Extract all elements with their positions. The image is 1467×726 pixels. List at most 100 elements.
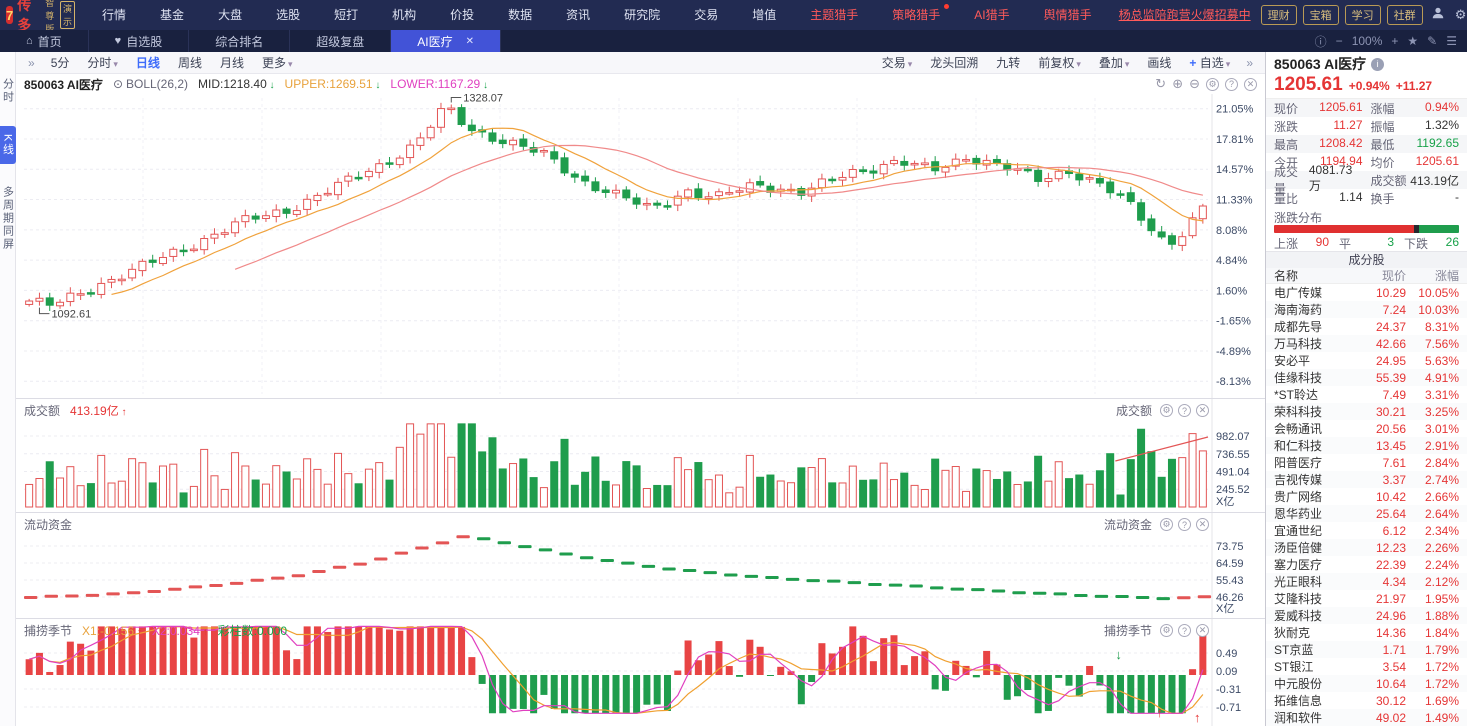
zoom-out-icon[interactable]: ⊖ — [1189, 76, 1200, 91]
tool-button-叠加[interactable]: 叠加 ▾ — [1098, 56, 1130, 70]
stock-row-中元股份[interactable]: 中元股份 10.64 1.72% — [1266, 675, 1467, 692]
fund-flow-panel[interactable]: 流动资金 流动资金 ⚙ ? ✕ 73.75 64.59 55.43 46.26 X亿 — [16, 512, 1265, 619]
stock-row-艾隆科技[interactable]: 艾隆科技 21.97 1.95% — [1266, 590, 1467, 607]
stock-row-狄耐克[interactable]: 狄耐克 14.36 1.84% — [1266, 624, 1467, 641]
stock-row-拓维信息[interactable]: 拓维信息 30.12 1.69% — [1266, 692, 1467, 709]
menu-item-主题猎手[interactable]: 主题猎手 — [810, 8, 859, 22]
col-change[interactable]: 涨幅 — [1434, 269, 1459, 283]
stock-row-光正眼科[interactable]: 光正眼科 4.34 2.12% — [1266, 573, 1467, 590]
panel-settings-icon[interactable]: ⚙ — [1160, 624, 1173, 637]
menu-item-机构[interactable]: 机构 — [392, 8, 417, 22]
tool-button-更多[interactable]: 更多 ▾ — [261, 56, 293, 70]
tab-自选股[interactable]: ♥ 自选股 — [89, 30, 190, 52]
stock-row-汤臣倍健[interactable]: 汤臣倍健 12.23 2.26% — [1266, 539, 1467, 556]
list-layout-icon[interactable]: ☰ — [1446, 34, 1457, 48]
tool-button-5分[interactable]: 5分 — [50, 56, 70, 70]
zoom-out-button[interactable]: − — [1335, 34, 1343, 48]
stock-row-*ST聆达[interactable]: *ST聆达 7.49 3.31% — [1266, 386, 1467, 403]
stock-row-ST银江[interactable]: ST银江 3.54 1.72% — [1266, 658, 1467, 675]
stock-row-润和软件[interactable]: 润和软件 49.02 1.49% — [1266, 709, 1467, 726]
stock-row-成都先导[interactable]: 成都先导 24.37 8.31% — [1266, 318, 1467, 335]
panel-settings-icon[interactable]: ⚙ — [1206, 77, 1219, 91]
stock-row-电广传媒[interactable]: 电广传媒 10.29 10.05% — [1266, 284, 1467, 301]
tool-button-画线[interactable]: 画线 — [1147, 56, 1172, 70]
tool-button-前复权[interactable]: 前复权 ▾ — [1038, 56, 1081, 70]
tool-button-自选[interactable]: + 自选 ▾ — [1189, 56, 1231, 70]
menu-item-数据[interactable]: 数据 — [508, 8, 533, 22]
edit-pencil-icon[interactable]: ✎ — [1427, 34, 1438, 48]
menu-item-AI猎手[interactable]: AI猎手 — [974, 8, 1010, 22]
menu-item-资讯[interactable]: 资讯 — [566, 8, 591, 22]
panel-help-icon[interactable]: ? — [1178, 518, 1191, 531]
menu-item-基金[interactable]: 基金 — [160, 8, 185, 22]
user-icon[interactable] — [1430, 6, 1446, 24]
stock-row-吉视传媒[interactable]: 吉视传媒 3.37 2.74% — [1266, 471, 1467, 488]
sidebar-item-分时[interactable]: 分时 — [1, 78, 14, 104]
tool-button-九转[interactable]: 九转 — [996, 56, 1021, 70]
main-chart-canvas[interactable]: 21.05% 17.81% 14.57% 11.33% 8.08% 4.84% 1.60% -… — [16, 94, 1265, 398]
stock-row-万马科技[interactable]: 万马科技 42.66 7.56% — [1266, 335, 1467, 352]
stock-row-恩华药业[interactable]: 恩华药业 25.64 2.64% — [1266, 505, 1467, 522]
indicator-selector[interactable]: ⊙ BOLL(26,2) — [112, 77, 189, 91]
panel-help-icon[interactable]: ? — [1225, 77, 1238, 91]
col-name[interactable]: 名称 — [1274, 269, 1299, 283]
promo-link[interactable]: 杨总监陪跑营火爆招募中 — [1118, 8, 1251, 22]
favorite-star-icon[interactable]: ★ — [1407, 34, 1419, 48]
gold-button-社群[interactable]: 社群 — [1386, 5, 1423, 25]
stock-row-海南海药[interactable]: 海南海药 7.24 10.03% — [1266, 301, 1467, 318]
panel-settings-icon[interactable]: ⚙ — [1160, 518, 1173, 531]
stock-row-和仁科技[interactable]: 和仁科技 13.45 2.91% — [1266, 437, 1467, 454]
refresh-icon[interactable]: ↻ — [1155, 76, 1167, 91]
stock-row-宜通世纪[interactable]: 宜通世纪 6.12 2.34% — [1266, 522, 1467, 539]
panel-help-icon[interactable]: ? — [1178, 624, 1191, 637]
info-icon[interactable]: i — [1371, 57, 1385, 71]
panel-help-icon[interactable]: ? — [1178, 404, 1191, 417]
menu-item-策略猎手[interactable]: 策略猎手 — [875, 0, 957, 30]
stock-row-爱威科技[interactable]: 爱威科技 24.96 1.88% — [1266, 607, 1467, 624]
stock-row-安必平[interactable]: 安必平 24.95 5.63% — [1266, 352, 1467, 369]
stock-row-ST京蓝[interactable]: ST京蓝 1.71 1.79% — [1266, 641, 1467, 658]
menu-item-选股[interactable]: 选股 — [276, 8, 301, 22]
stock-row-贵广网络[interactable]: 贵广网络 10.42 2.66% — [1266, 488, 1467, 505]
tool-button-月线[interactable]: 月线 — [219, 56, 244, 70]
tool-button-日线[interactable]: 日线 — [135, 56, 160, 70]
stock-row-荣科科技[interactable]: 荣科科技 30.21 3.25% — [1266, 403, 1467, 420]
season-canvas[interactable]: 0.49 0.09 -0.31 -0.71 ↓ ↑ ↑ — [16, 619, 1265, 726]
gold-button-理财[interactable]: 理财 — [1260, 5, 1297, 25]
sidebar-item-多周期同屏[interactable]: 多周期同屏 — [1, 186, 14, 252]
menu-item-交易[interactable]: 交易 — [694, 8, 719, 22]
sidebar-item-K线[interactable]: K线 — [0, 126, 16, 165]
menu-item-行情[interactable]: 行情 — [102, 8, 127, 22]
expand-chevron-icon[interactable]: » — [1246, 55, 1253, 70]
menu-item-研究院[interactable]: 研究院 — [624, 8, 661, 22]
col-price[interactable]: 现价 — [1381, 269, 1406, 283]
menu-item-大盘[interactable]: 大盘 — [218, 8, 243, 22]
stock-row-阳普医疗[interactable]: 阳普医疗 7.61 2.84% — [1266, 454, 1467, 471]
volume-panel[interactable]: 成交额 413.19亿 ↑ 成交额 ⚙ ? ✕ 982.07 736.55 491.… — [16, 398, 1265, 513]
panel-settings-icon[interactable]: ⚙ — [1160, 404, 1173, 417]
menu-item-增值[interactable]: 增值 — [752, 8, 777, 22]
tool-button-龙头回溯[interactable]: 龙头回溯 — [930, 56, 979, 70]
expand-chevron-icon[interactable]: » — [28, 55, 35, 70]
settings-gear-icon[interactable]: ⚙ — [1454, 7, 1467, 22]
tab-超级复盘[interactable]: 超级复盘 — [290, 30, 392, 52]
gold-button-学习[interactable]: 学习 — [1344, 5, 1381, 25]
menu-item-短打[interactable]: 短打 — [334, 8, 359, 22]
info-icon[interactable]: ⓘ — [1314, 34, 1327, 49]
zoom-in-icon[interactable]: ⊕ — [1172, 76, 1184, 91]
tool-button-交易[interactable]: 交易 ▾ — [881, 56, 913, 70]
tool-button-周线[interactable]: 周线 — [177, 56, 202, 70]
menu-item-舆情猎手[interactable]: 舆情猎手 — [1043, 8, 1092, 22]
menu-item-价投[interactable]: 价投 — [450, 8, 475, 22]
panel-close-icon[interactable]: ✕ — [1196, 404, 1209, 417]
tab-综合排名[interactable]: 综合排名 — [189, 30, 291, 52]
zoom-in-button[interactable]: + — [1391, 34, 1399, 48]
kline-panel[interactable]: 21.05% 17.81% 14.57% 11.33% 8.08% 4.84% 1.60% -… — [16, 94, 1265, 398]
stock-row-会畅通讯[interactable]: 会畅通讯 20.56 3.01% — [1266, 420, 1467, 437]
panel-close-icon[interactable]: ✕ — [1244, 77, 1257, 91]
panel-close-icon[interactable]: ✕ — [1196, 518, 1209, 531]
tool-button-分时[interactable]: 分时 ▾ — [87, 56, 118, 70]
gold-button-宝箱[interactable]: 宝箱 — [1302, 5, 1339, 25]
